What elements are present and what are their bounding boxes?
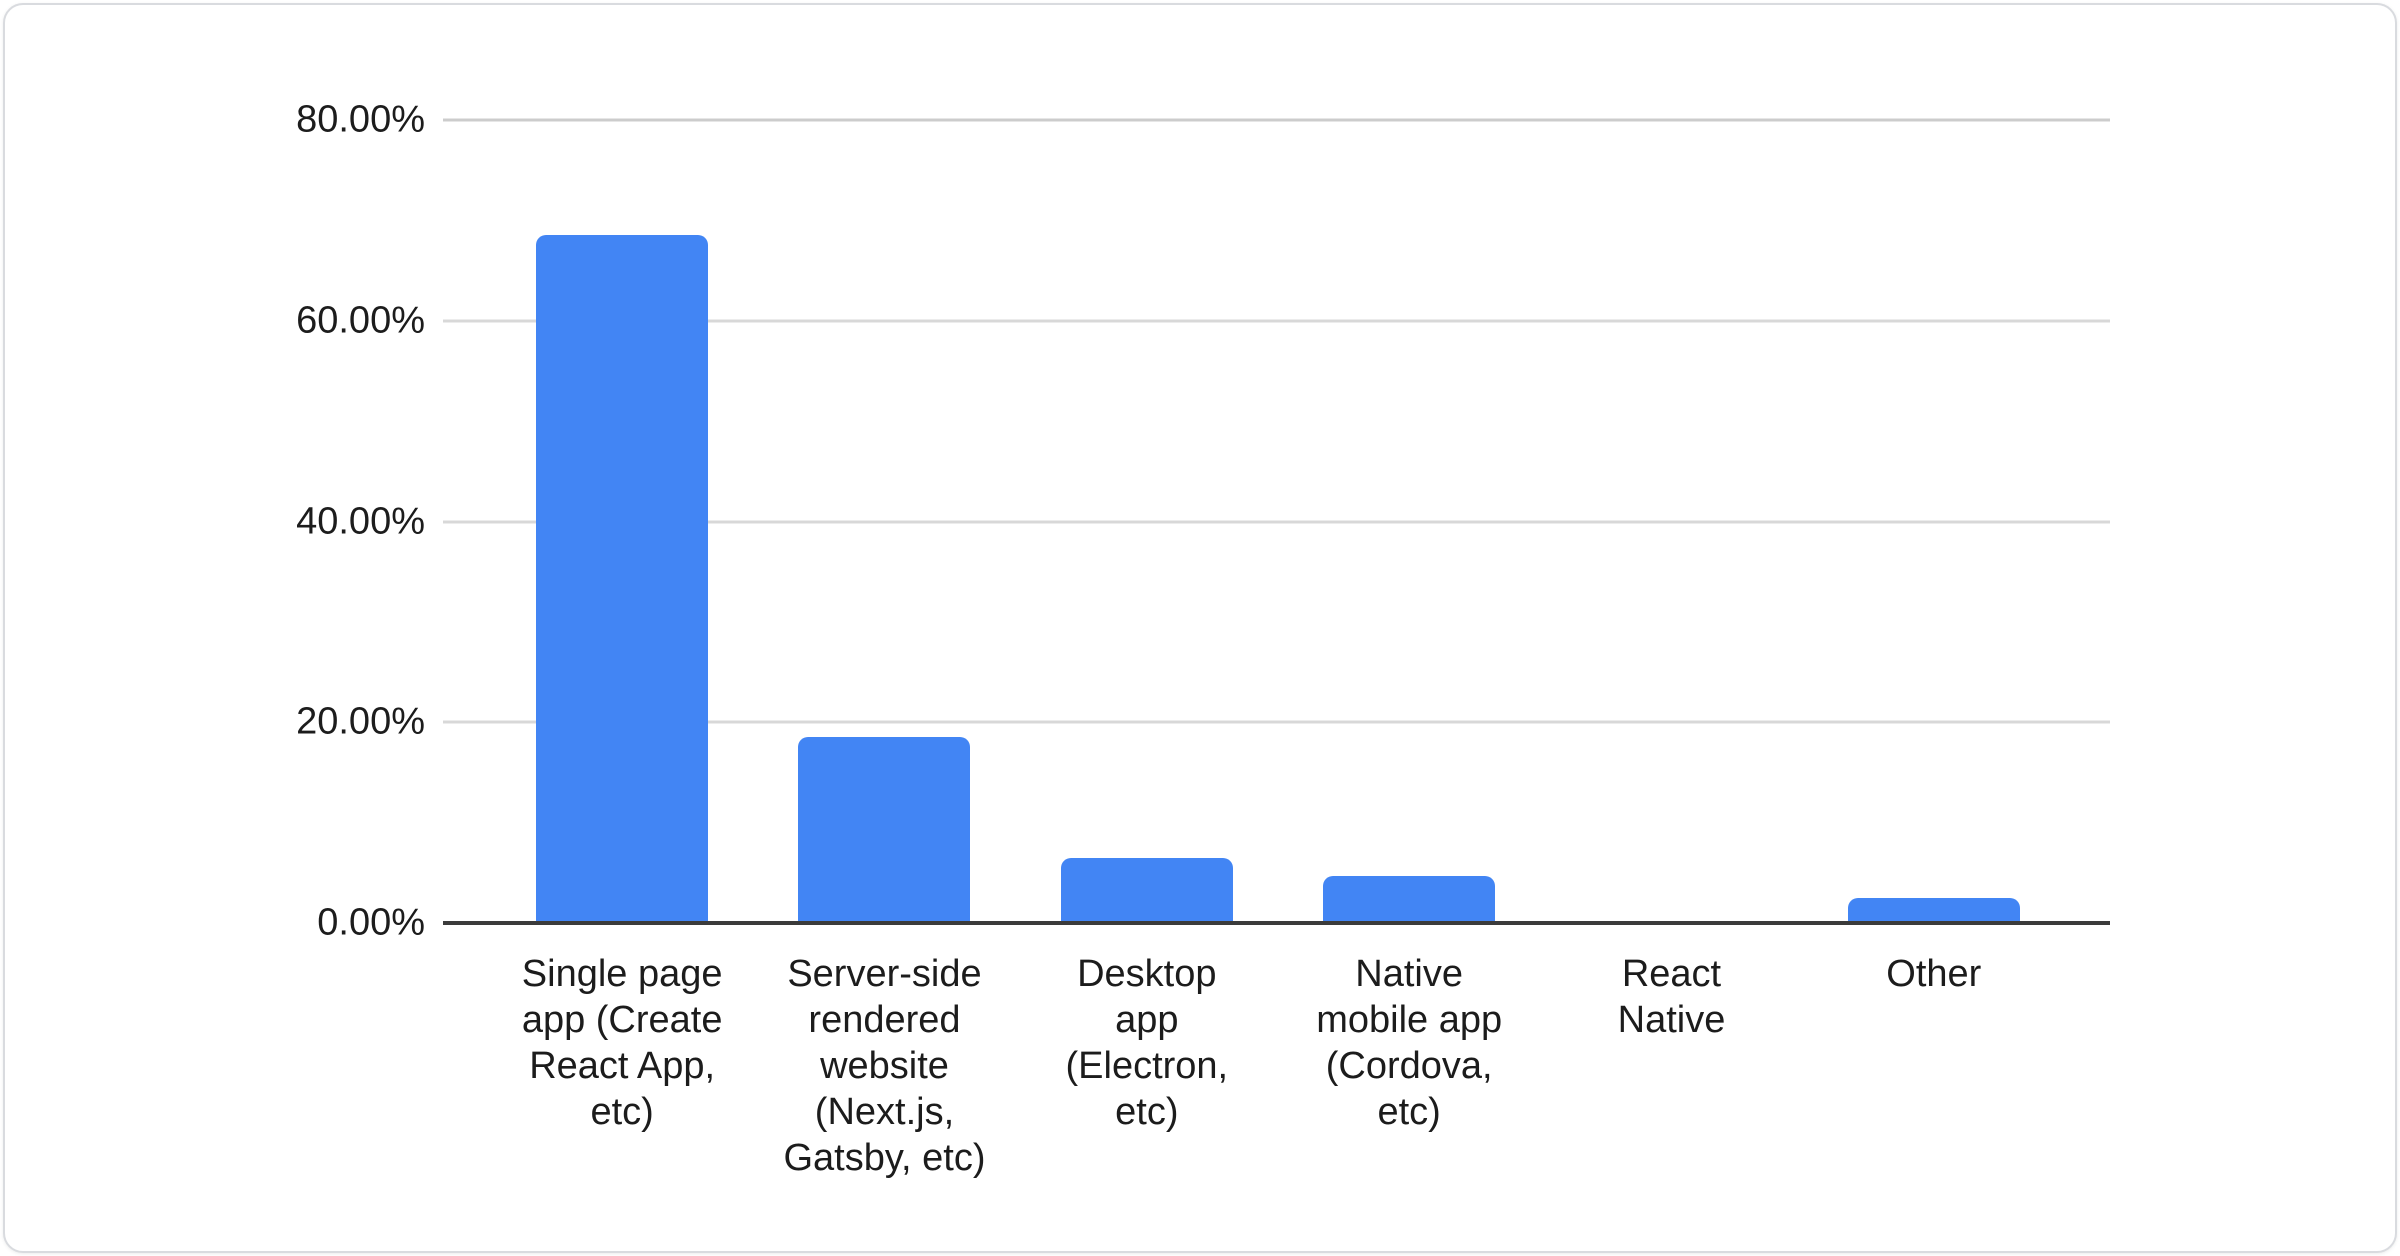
bar-chart-plot-area: 80.00% 60.00% 40.00% 20.00% 0.00% Single pag… xyxy=(296,99,2110,1179)
x-axis-label-server-side-rendered-website-next-js-gatsby-etc: Server-side rendered website (Next.js, G… xyxy=(783,953,986,1179)
gridline-40.00% xyxy=(443,520,2110,523)
bar-desktop-app-electron-etc xyxy=(1060,857,1233,923)
y-tick-label-0.00%: 0.00% xyxy=(317,901,425,944)
category-slot-other: Other xyxy=(1803,120,2065,995)
gridline-20.00% xyxy=(443,720,2110,724)
x-axis-label-other: Other xyxy=(1886,953,1982,995)
gridline-80.00% xyxy=(443,118,2110,122)
x-axis-label-react-native: React Native xyxy=(1617,953,1726,1041)
y-tick-label-20.00%: 20.00% xyxy=(296,700,425,743)
gridline-60.00% xyxy=(443,319,2110,323)
category-slot-single-page-app-create-react-app-etc: Single page app (Create React App, etc) xyxy=(491,120,753,1133)
x-axis-label-single-page-app-create-react-app-etc: Single page app (Create React App, etc) xyxy=(521,953,723,1133)
x-axis-label-desktop-app-electron-etc: Desktop app (Electron, etc) xyxy=(1065,953,1229,1133)
y-tick-label-60.00%: 60.00% xyxy=(296,299,425,342)
bar-other xyxy=(1847,897,2020,923)
bar-server-side-rendered-website-next-js-gatsby-etc xyxy=(798,737,971,923)
y-tick-label-40.00%: 40.00% xyxy=(296,500,425,542)
bar-native-mobile-app-cordova-etc xyxy=(1323,875,1496,923)
x-axis-label-native-mobile-app-cordova-etc: Native mobile app (Cordova, etc) xyxy=(1316,953,1503,1133)
category-slot-native-mobile-app-cordova-etc: Native mobile app (Cordova, etc) xyxy=(1278,120,1540,1133)
y-tick-label-80.00%: 80.00% xyxy=(296,98,425,141)
category-slot-react-native: React Native xyxy=(1540,120,1802,1041)
category-slot-desktop-app-electron-etc: Desktop app (Electron, etc) xyxy=(1016,120,1278,1133)
bars-layer: Single page app (Create React App, etc) S… xyxy=(491,120,2065,1179)
bar-single-page-app-create-react-app-etc xyxy=(536,235,709,923)
chart-card xyxy=(3,3,2397,1253)
x-axis-line xyxy=(443,921,2110,925)
category-slot-server-side-rendered-website-next-js-gatsby-etc: Server-side rendered website (Next.js, G… xyxy=(753,120,1015,1179)
